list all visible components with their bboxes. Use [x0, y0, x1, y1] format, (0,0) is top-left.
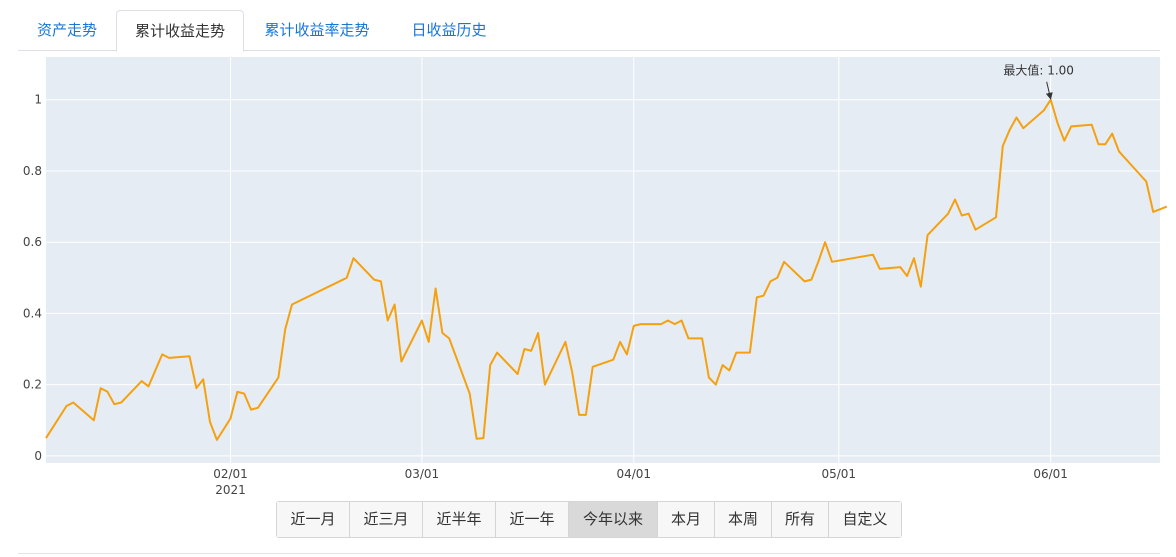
range-button-1-month[interactable]: 近一月 [277, 502, 350, 537]
range-button-1-year[interactable]: 近一年 [496, 502, 569, 537]
y-tick-label: 0.8 [23, 164, 42, 178]
range-button-this-week[interactable]: 本周 [715, 502, 772, 537]
x-tick-label: 04/01 [616, 467, 651, 481]
range-button-ytd[interactable]: 今年以来 [569, 502, 658, 537]
x-tick-label: 05/01 [821, 467, 856, 481]
tab-asset-trend[interactable]: 资产走势 [36, 21, 97, 39]
tab-bar: 资产走势 累计收益走势 累计收益率走势 日收益历史 [18, 10, 1160, 52]
max-value-arrow [1045, 81, 1053, 100]
x-tick-label: 06/01 [1033, 467, 1068, 481]
tab-cumulative-return-trend[interactable]: 累计收益走势 [116, 10, 244, 52]
range-button-3-months[interactable]: 近三月 [350, 502, 423, 537]
y-tick-label: 0.4 [23, 306, 42, 320]
max-value-annotation: 最大值: 1.00 [1003, 63, 1074, 100]
range-button-custom[interactable]: 自定义 [829, 502, 901, 537]
tab-cumulative-return-rate-trend[interactable]: 累计收益率走势 [264, 21, 370, 39]
range-selector: 近一月 近三月 近半年 近一年 今年以来 本月 本周 所有 自定义 [276, 501, 902, 538]
max-value-label: 最大值: 1.00 [1003, 63, 1074, 78]
range-button-all[interactable]: 所有 [772, 502, 829, 537]
cumulative-return-line[interactable] [45, 98, 1168, 441]
bottom-divider [18, 553, 1160, 554]
tab-daily-return-history[interactable]: 日收益历史 [411, 21, 487, 39]
y-gridlines [46, 99, 1160, 457]
x-axis-ticks: 02/01 2021 03/01 04/01 05/01 06/01 [213, 467, 1068, 497]
range-button-this-month[interactable]: 本月 [658, 502, 715, 537]
plot-area[interactable] [46, 57, 1160, 463]
x-tick-label: 03/01 [405, 467, 440, 481]
y-tick-label: 0 [34, 449, 42, 463]
y-tick-label: 0.2 [23, 378, 42, 392]
x-tick-label: 02/01 [213, 467, 248, 481]
y-tick-label: 1 [34, 93, 42, 107]
y-axis-ticks: 0 0.2 0.4 0.6 0.8 1 [23, 93, 42, 463]
x-tick-year-label: 2021 [215, 483, 246, 497]
range-button-half-year[interactable]: 近半年 [423, 502, 496, 537]
y-tick-label: 0.6 [23, 235, 42, 249]
